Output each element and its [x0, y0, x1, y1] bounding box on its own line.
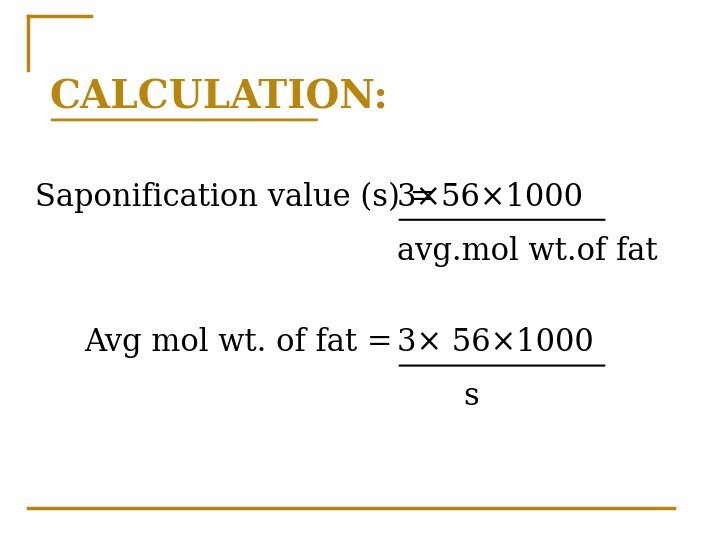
Text: Saponification value (s) =: Saponification value (s) = [35, 181, 455, 213]
Text: avg.mol wt.of fat: avg.mol wt.of fat [397, 235, 657, 267]
Text: 3×56×1000: 3×56×1000 [397, 181, 584, 213]
Text: s: s [464, 381, 479, 413]
Text: CALCULATION:: CALCULATION: [49, 78, 388, 116]
Text: 3× 56×1000: 3× 56×1000 [397, 327, 593, 359]
Text: Avg mol wt. of fat =: Avg mol wt. of fat = [84, 327, 402, 359]
